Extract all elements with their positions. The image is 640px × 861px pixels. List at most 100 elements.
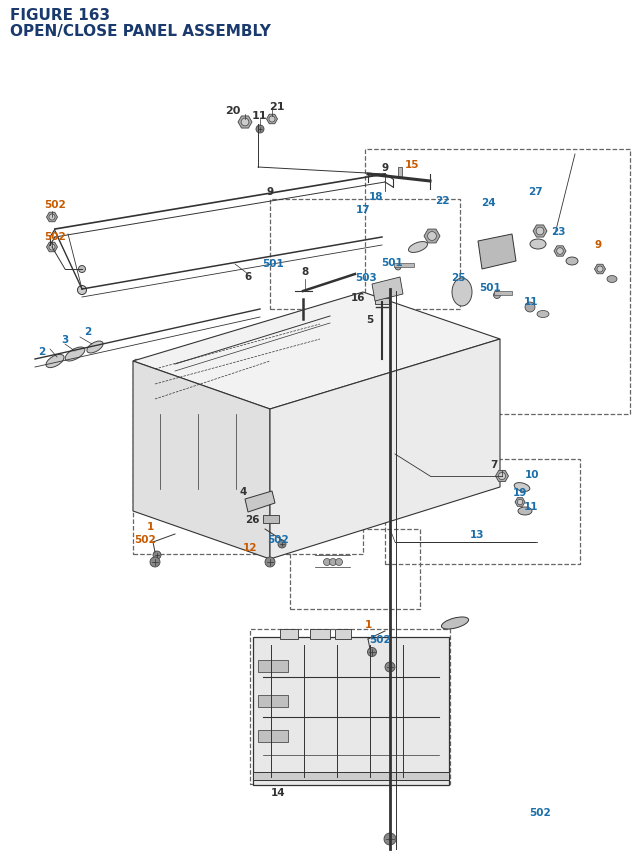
Text: 26: 26 — [244, 514, 259, 524]
Circle shape — [153, 551, 161, 560]
Circle shape — [323, 559, 330, 566]
Text: 5: 5 — [366, 314, 374, 325]
Ellipse shape — [46, 355, 64, 369]
Polygon shape — [515, 499, 525, 507]
Text: 24: 24 — [481, 198, 495, 208]
Polygon shape — [270, 339, 500, 560]
Bar — [290, 530, 420, 610]
Text: 501: 501 — [262, 258, 284, 269]
Text: 13: 13 — [470, 530, 484, 539]
Circle shape — [269, 117, 275, 123]
Ellipse shape — [514, 483, 530, 492]
Polygon shape — [47, 243, 58, 252]
Text: FIGURE 163: FIGURE 163 — [10, 8, 110, 23]
Ellipse shape — [537, 311, 549, 318]
Circle shape — [49, 245, 55, 251]
Text: 20: 20 — [225, 106, 241, 116]
Bar — [385, 460, 580, 564]
Text: 503: 503 — [355, 273, 377, 282]
Circle shape — [557, 249, 563, 255]
Circle shape — [395, 264, 401, 270]
Polygon shape — [238, 117, 252, 129]
Text: 3: 3 — [61, 335, 68, 344]
Bar — [253, 637, 449, 785]
Bar — [133, 360, 363, 554]
Polygon shape — [266, 115, 278, 125]
Text: 10: 10 — [525, 469, 540, 480]
Bar — [258, 695, 288, 707]
Circle shape — [493, 292, 500, 299]
Text: 19: 19 — [513, 487, 527, 498]
Ellipse shape — [530, 239, 546, 250]
Circle shape — [49, 214, 55, 220]
Bar — [494, 292, 512, 295]
Text: 25: 25 — [451, 273, 465, 282]
Ellipse shape — [452, 279, 472, 307]
Circle shape — [335, 559, 342, 566]
Bar — [270, 200, 460, 310]
Text: 15: 15 — [405, 160, 419, 170]
Text: 501: 501 — [479, 282, 501, 293]
Circle shape — [330, 559, 337, 566]
Polygon shape — [424, 230, 440, 244]
Text: 9: 9 — [595, 239, 602, 250]
Bar — [250, 629, 450, 784]
Polygon shape — [595, 265, 605, 275]
Bar — [263, 516, 279, 523]
Circle shape — [278, 541, 286, 548]
Bar — [310, 629, 330, 639]
Bar — [365, 150, 630, 414]
Circle shape — [385, 662, 395, 672]
Circle shape — [367, 647, 376, 657]
Circle shape — [517, 499, 523, 505]
Bar — [280, 629, 298, 639]
Text: 9: 9 — [266, 187, 273, 197]
Bar — [335, 629, 351, 639]
Text: 7: 7 — [490, 460, 498, 469]
Circle shape — [77, 286, 86, 295]
Text: 502: 502 — [267, 535, 289, 544]
Text: 16: 16 — [351, 293, 365, 303]
Circle shape — [265, 557, 275, 567]
Ellipse shape — [607, 276, 617, 283]
Text: 501: 501 — [381, 257, 403, 268]
Polygon shape — [495, 471, 509, 482]
Circle shape — [241, 119, 249, 127]
Polygon shape — [245, 492, 275, 512]
Polygon shape — [533, 226, 547, 238]
Text: 9: 9 — [381, 163, 388, 173]
Ellipse shape — [442, 617, 468, 629]
Bar — [258, 660, 288, 672]
Polygon shape — [478, 235, 516, 269]
Bar — [398, 168, 402, 177]
Text: 1: 1 — [147, 522, 154, 531]
Text: 502: 502 — [44, 200, 66, 210]
Text: 2: 2 — [38, 347, 45, 356]
Polygon shape — [47, 213, 58, 222]
Bar — [375, 299, 389, 305]
Ellipse shape — [87, 342, 103, 354]
Text: 502: 502 — [369, 635, 391, 644]
Text: 8: 8 — [301, 267, 308, 276]
Polygon shape — [372, 278, 403, 301]
Circle shape — [499, 473, 506, 480]
Ellipse shape — [518, 507, 532, 516]
Text: 17: 17 — [356, 205, 371, 214]
Circle shape — [597, 267, 603, 273]
Circle shape — [256, 126, 264, 133]
Text: 502: 502 — [44, 232, 66, 242]
Text: 6: 6 — [244, 272, 252, 282]
Text: 11: 11 — [524, 297, 538, 307]
Text: 14: 14 — [271, 787, 285, 797]
Ellipse shape — [65, 348, 85, 362]
Text: 11: 11 — [524, 501, 538, 511]
Ellipse shape — [408, 242, 428, 253]
Text: 502: 502 — [134, 535, 156, 544]
Bar — [253, 772, 449, 780]
Text: 12: 12 — [243, 542, 257, 553]
Ellipse shape — [566, 257, 578, 266]
Text: 27: 27 — [528, 187, 542, 197]
Text: 502: 502 — [529, 807, 551, 817]
Text: 11: 11 — [252, 111, 267, 121]
Circle shape — [536, 228, 544, 236]
